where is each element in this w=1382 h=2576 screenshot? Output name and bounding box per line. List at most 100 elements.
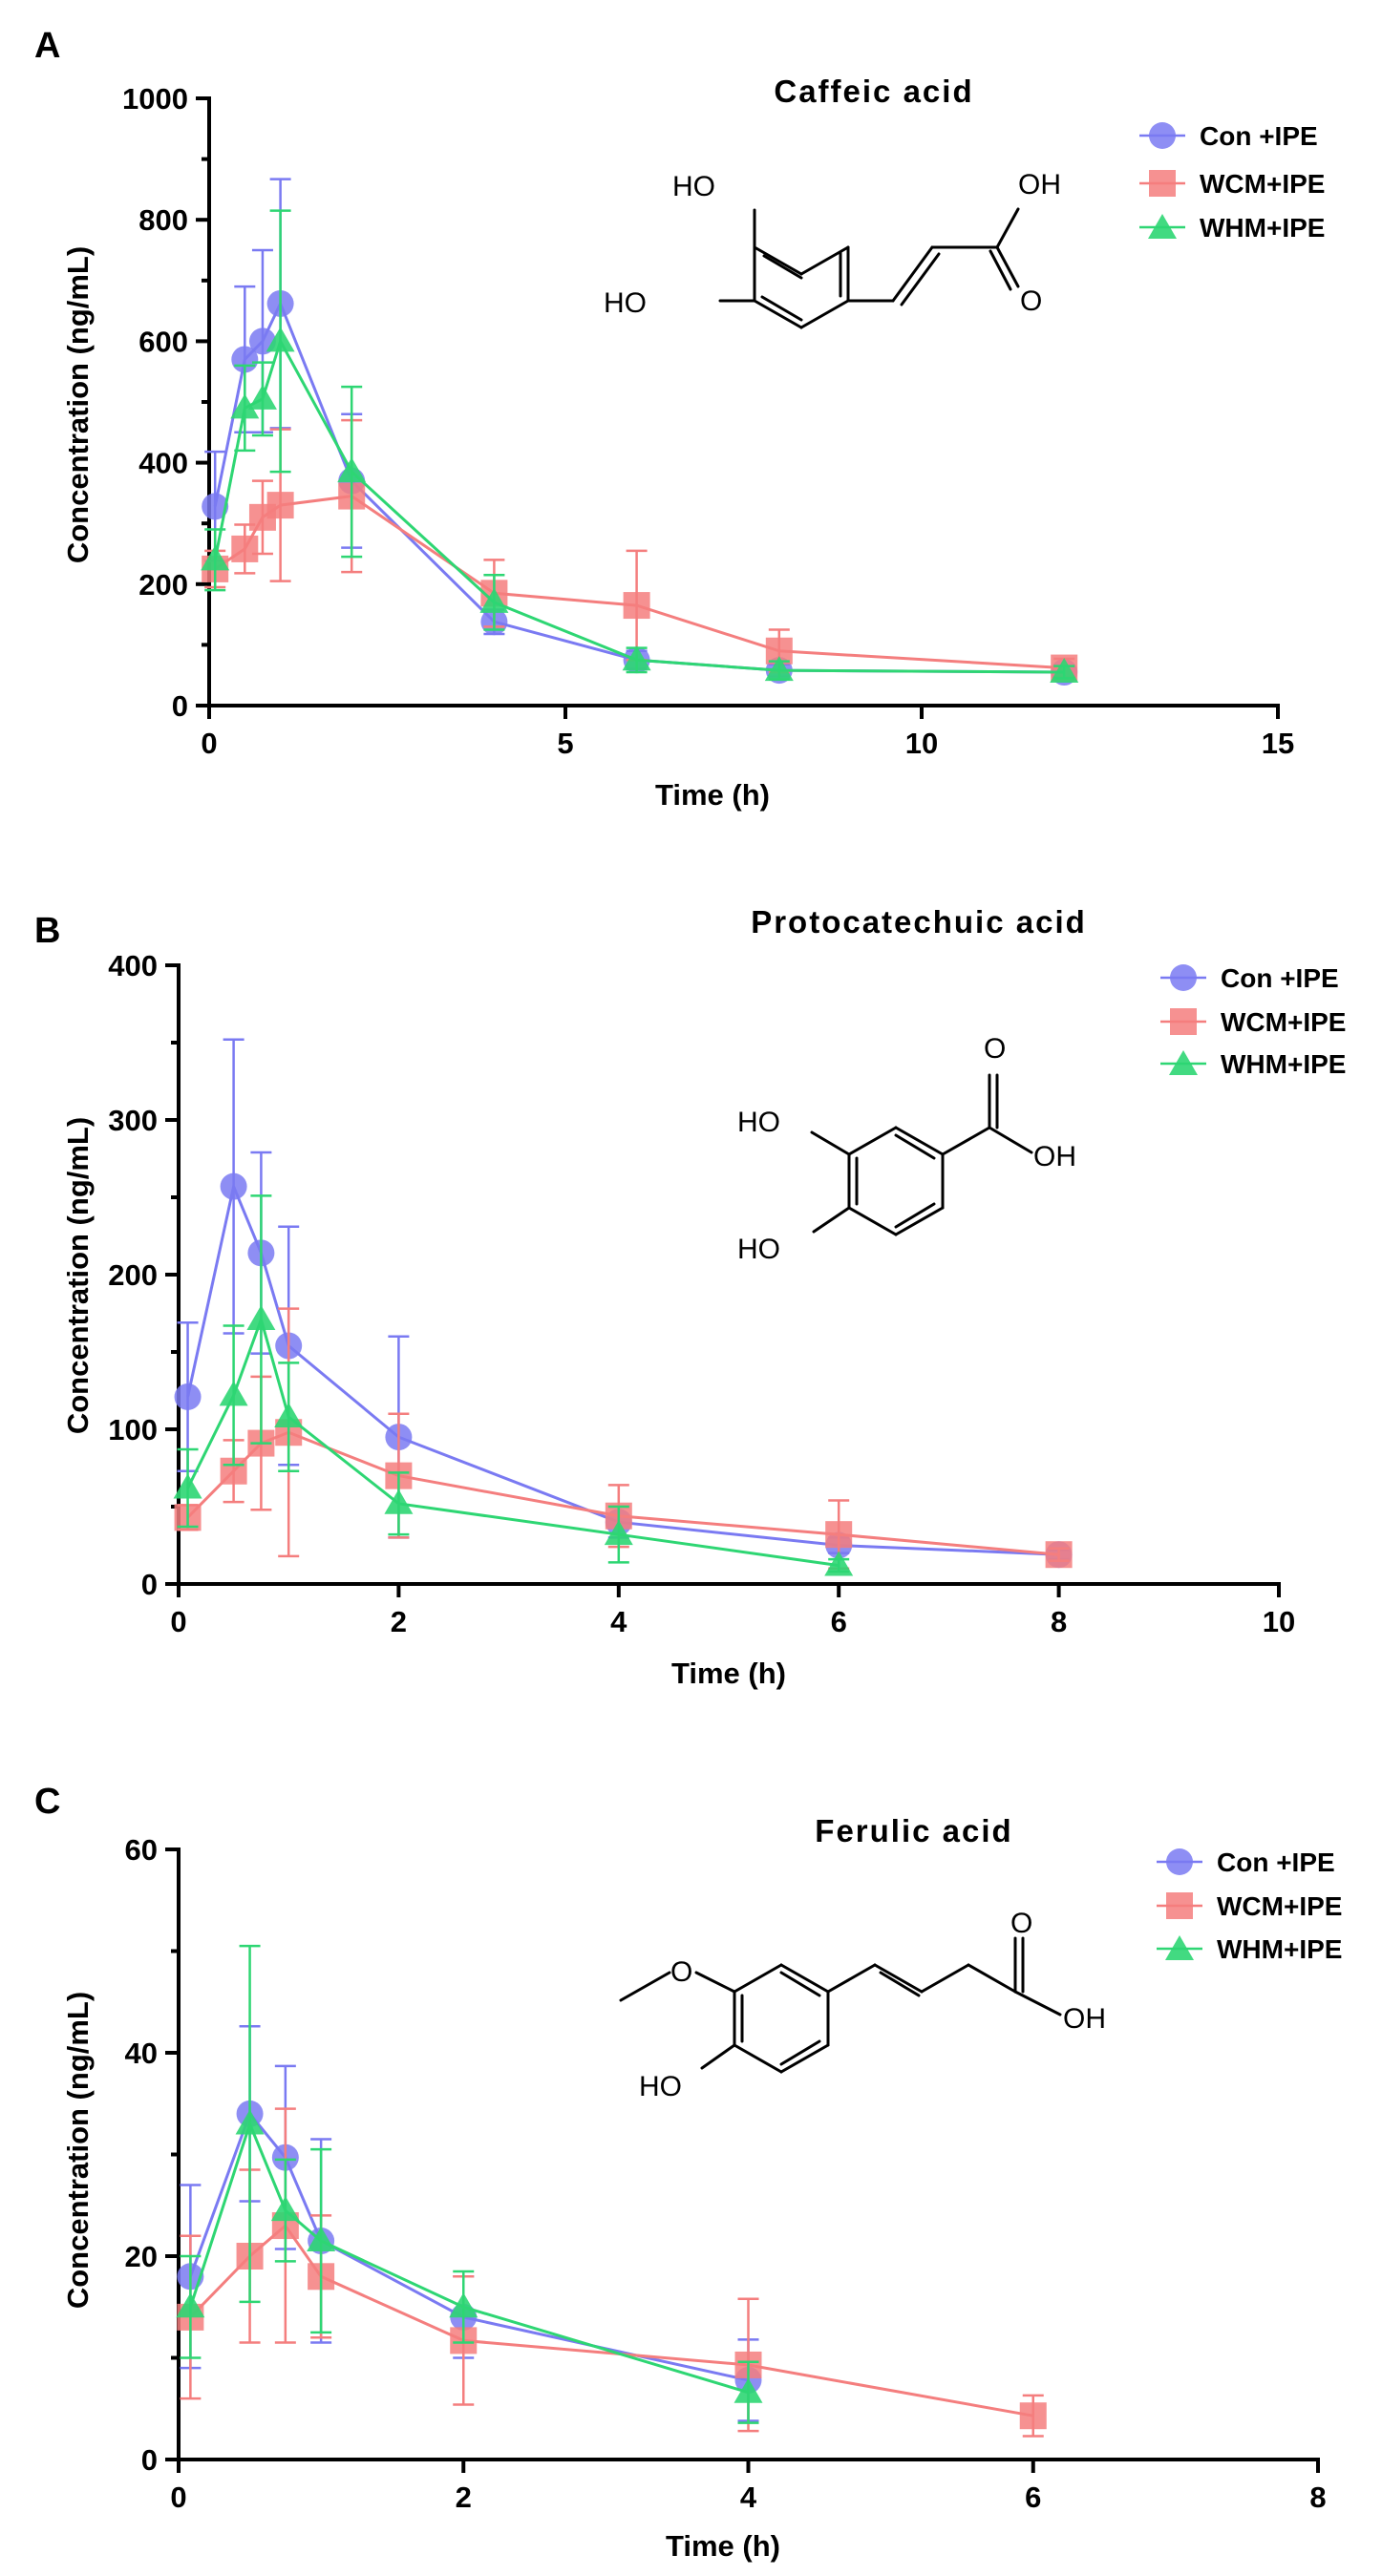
x-tick-label: 2 [391,1605,407,1638]
hydroxyl-label: HO [672,171,715,202]
data-point [1050,658,1079,684]
x-tick-label: 10 [905,727,938,760]
series-whm [173,1194,854,1576]
legend-item-con: Con +IPE [1157,1848,1335,1877]
bond [900,252,941,306]
y-tick-label: 400 [138,447,188,480]
hydroxyl-label: OH [1018,169,1061,201]
bond [779,2043,830,2074]
axes: 0 20 40 60 0 2 4 6 8 [125,1833,1327,2514]
x-axis-label: Time (h) [655,778,770,812]
legend-label: WHM+IPE [1217,1934,1342,1964]
bond [894,1206,945,1236]
panel-letter: A [34,26,60,66]
plot-area [173,1038,1073,1576]
panel-b: B Protocatechuic acid Time (h) Concentra… [34,904,1346,1690]
bond [762,254,803,280]
bond [694,1971,736,1994]
legend-label: WCM+IPE [1200,169,1325,199]
legend-label: Con +IPE [1221,963,1339,993]
legend-item-whm: WHM+IPE [1139,213,1325,243]
x-tick-label: 8 [1309,2481,1326,2514]
series-line [189,2223,1034,2418]
bond [812,1206,851,1234]
plot-area [201,178,1079,686]
series-line [188,2120,749,2395]
bond [995,207,1020,249]
data-point [623,592,650,620]
x-tick-label: 8 [1051,1605,1067,1638]
bond [847,1206,898,1236]
data-point [202,493,229,520]
plot-area [176,1944,1047,2438]
data-point [201,545,230,571]
data-point [734,2377,763,2403]
bond [847,1126,898,1156]
panel-a: A Caffeic acid Time (h) Concentration (n… [34,26,1325,812]
data-point [219,1381,248,1406]
bond [799,299,850,329]
series-line [214,495,1065,670]
bond [779,1971,821,1997]
y-tick-label: 0 [141,1568,158,1601]
methoxy-oxygen-label: O [670,1956,692,1988]
data-point [825,1521,853,1549]
legend-item-whm: WHM+IPE [1160,1049,1346,1079]
legend: Con +IPE WCM+IPE WHM+IPE [1157,1848,1342,1964]
data-point [449,2292,478,2318]
x-tick-label: 4 [610,1605,627,1638]
bond [1013,1990,1062,2016]
chart-title: Caffeic acid [774,74,973,109]
hydroxyl-label: OH [1033,1141,1076,1172]
series-whm [201,209,1079,684]
x-tick-label: 2 [456,2481,472,2514]
axes: 0 100 200 300 400 0 2 4 6 8 10 [108,949,1295,1638]
y-tick-label: 1000 [122,82,188,116]
y-tick-label: 0 [172,689,188,723]
bond [891,245,934,303]
legend-item-wcm: WCM+IPE [1157,1891,1342,1921]
legend-marker [1149,170,1176,197]
x-tick-label: 6 [1025,2481,1041,2514]
legend-item-whm: WHM+IPE [1157,1934,1342,1964]
hydroxyl-label: HO [639,2071,682,2102]
x-tick-label: 0 [201,727,217,760]
bond [894,1202,936,1229]
protocatechuic-acid-structure: O HO OH HO [737,1033,1076,1265]
x-tick-label: 0 [170,2481,186,2514]
bond [753,299,803,329]
y-tick-label: 600 [138,325,188,358]
bond [733,1963,783,1994]
data-point [230,393,260,419]
data-point [247,384,277,410]
legend-marker [1149,122,1176,149]
y-tick-label: 200 [108,1258,158,1292]
data-point [1019,2402,1047,2430]
legend-marker [1170,1008,1197,1035]
data-point [1045,1541,1073,1569]
legend: Con +IPE WCM+IPE WHM+IPE [1139,121,1325,243]
legend-marker [1148,214,1177,239]
y-tick-label: 20 [125,2240,158,2273]
data-point [337,457,367,483]
data-point [231,535,259,562]
bond [967,1963,1017,1994]
panel-letter: C [34,1782,60,1822]
y-tick-label: 200 [138,568,188,602]
y-tick-label: 400 [108,949,158,982]
data-point [274,1403,304,1428]
series-line [186,1181,1059,1556]
bond [873,1963,924,1994]
data-point [307,2227,336,2252]
y-tick-label: 60 [125,1833,158,1867]
bond [941,1126,991,1156]
x-tick-label: 0 [170,1605,186,1638]
bond [760,295,803,322]
data-point [266,492,294,519]
x-axis-label: Time (h) [666,2529,780,2563]
bond [989,249,1012,291]
data-point [220,1172,247,1200]
bond [779,2039,821,2066]
bond [619,1971,671,2002]
